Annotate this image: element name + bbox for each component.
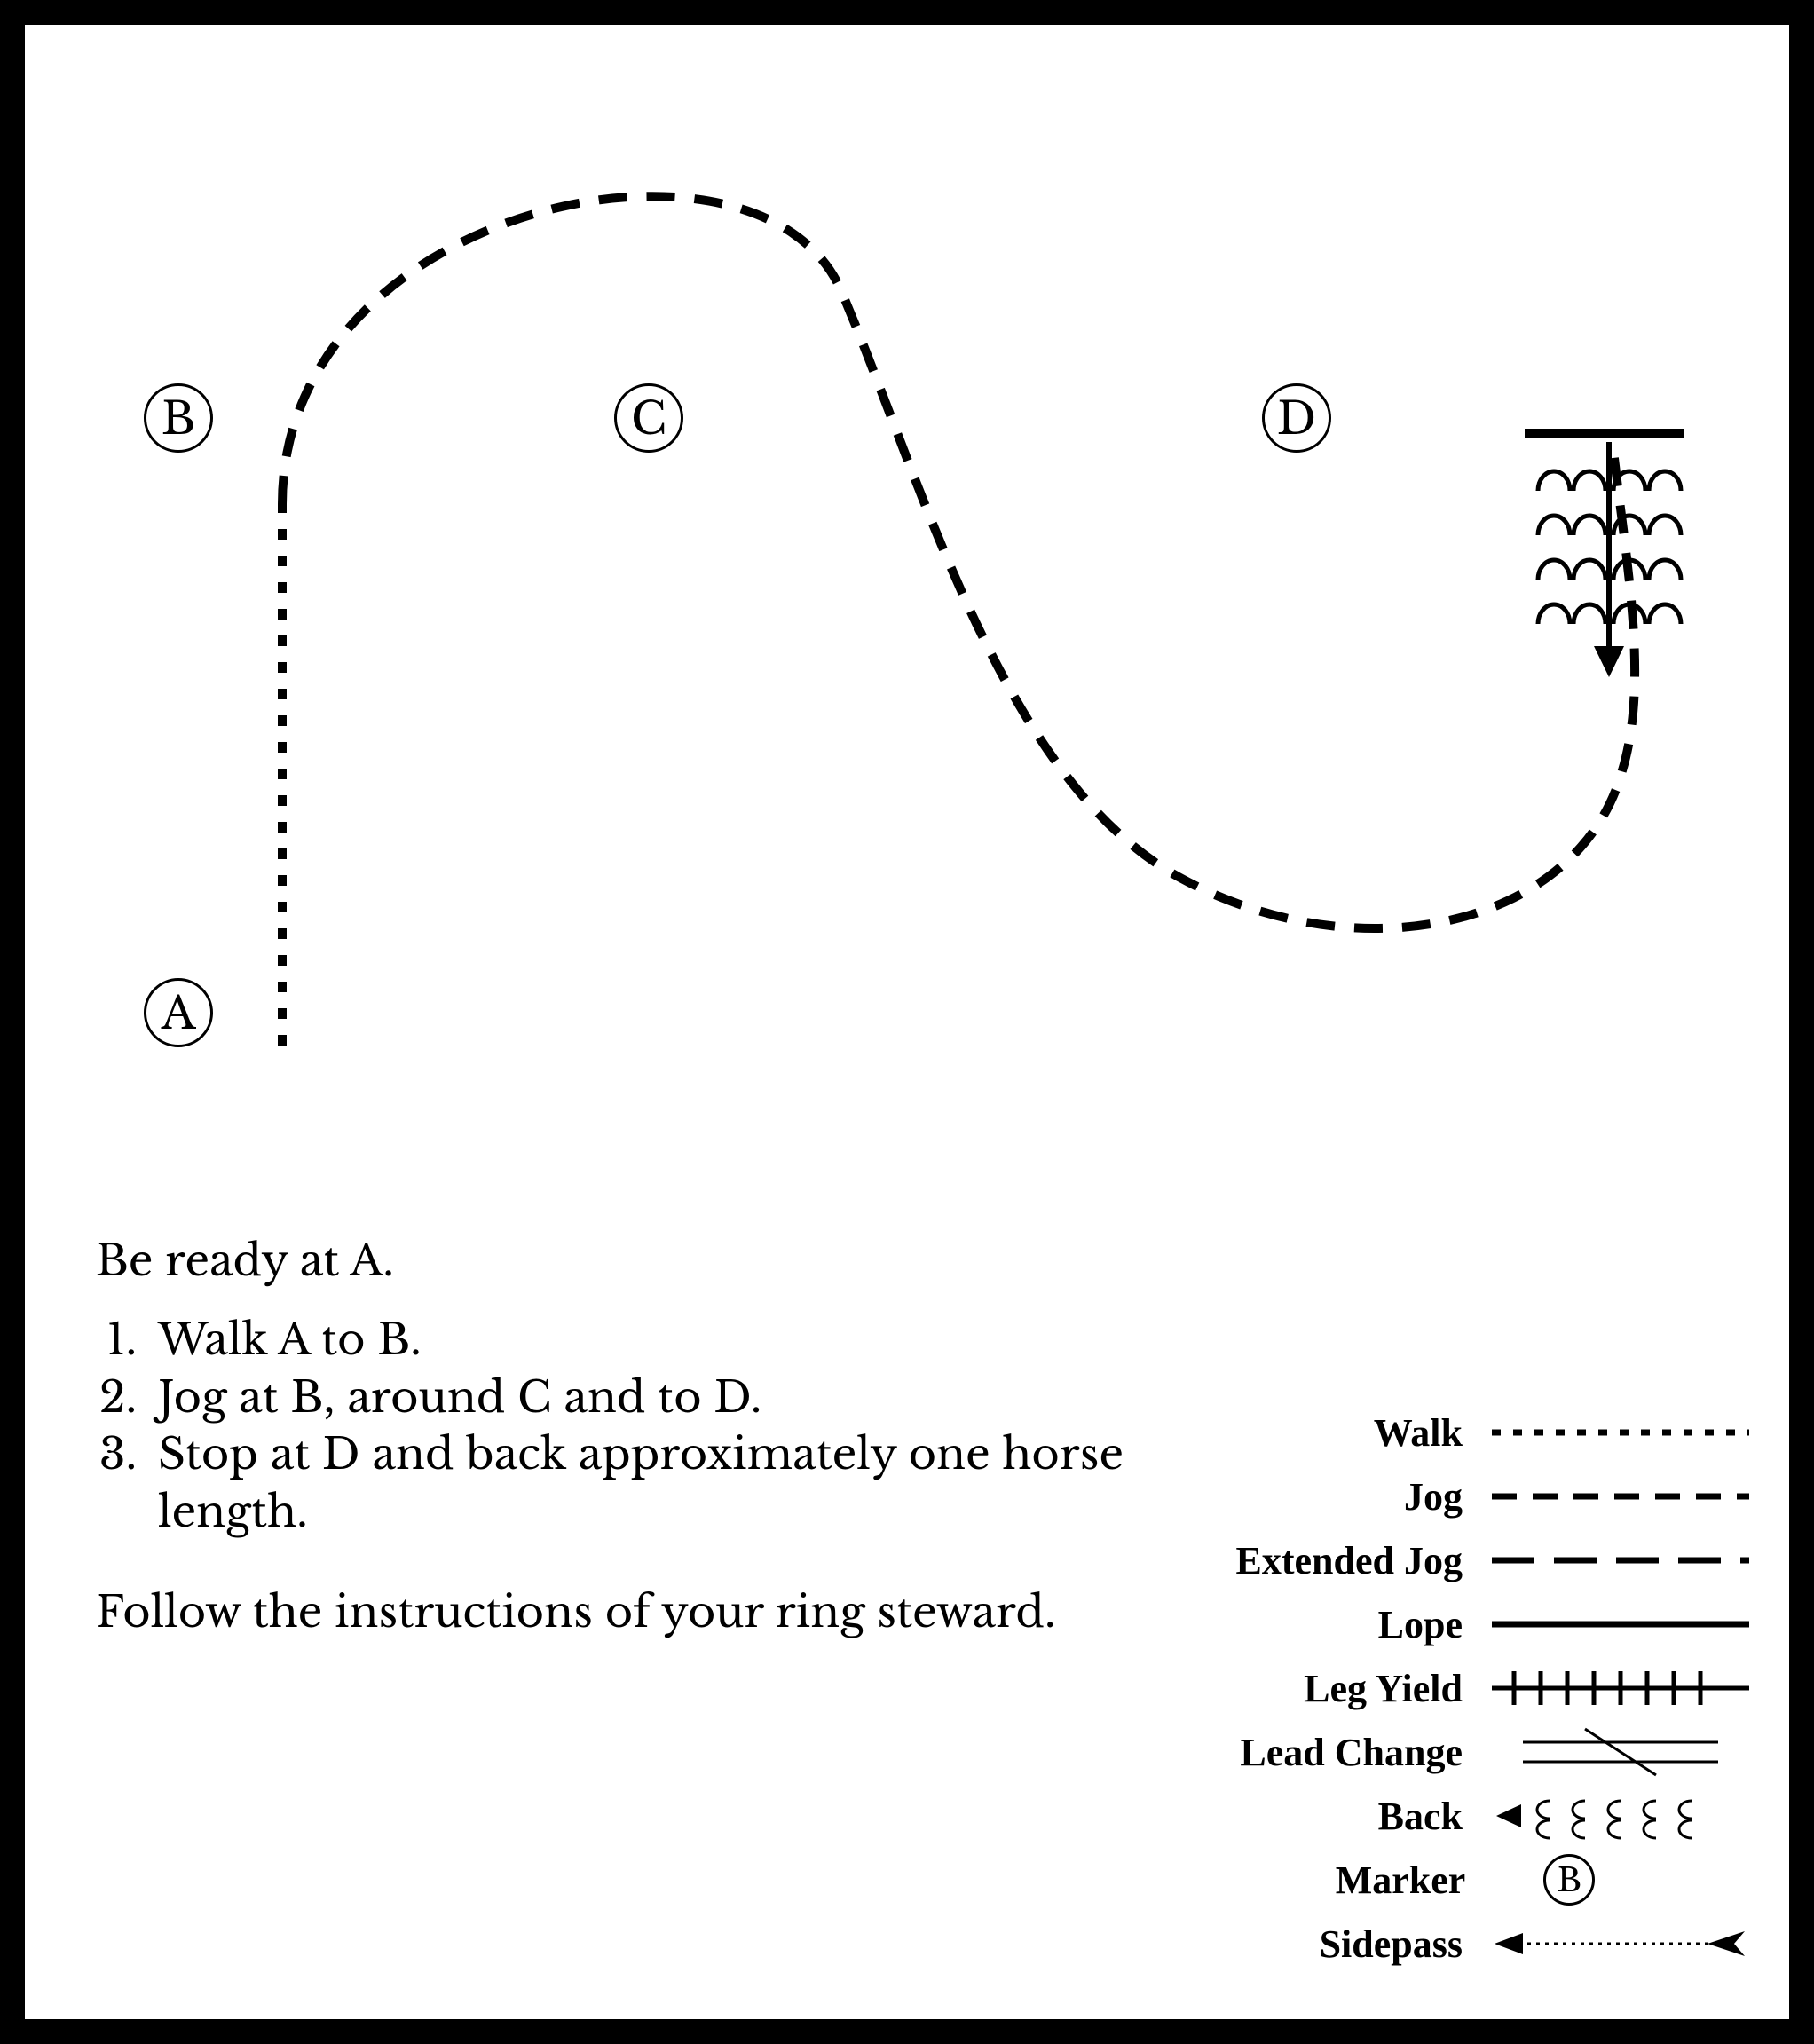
legend: Walk Jog Extended Jog Lope Leg Yield [1097, 1401, 1754, 1976]
legend-row-sidepass: Sidepass [1097, 1912, 1754, 1976]
legend-symbol-leg-yield [1487, 1662, 1754, 1714]
legend-symbol-lope [1487, 1598, 1754, 1650]
legend-row-marker: Marker B [1097, 1848, 1754, 1912]
step-1: Walk A to B. [149, 1311, 1161, 1369]
legend-row-back: Back [1097, 1784, 1754, 1848]
legend-symbol-sidepass [1487, 1918, 1754, 1969]
legend-symbol-ext-jog [1487, 1535, 1754, 1586]
marker-legend-circle: B [1543, 1854, 1595, 1906]
page: A B C D Be ready at A. Walk A to B. Jog … [0, 0, 1814, 2044]
marker-legend-letter: B [1558, 1860, 1582, 1900]
legend-row-lope: Lope [1097, 1592, 1754, 1656]
legend-label-sidepass: Sidepass [1097, 1922, 1487, 1967]
legend-symbol-lead-change [1487, 1726, 1754, 1778]
legend-row-walk: Walk [1097, 1401, 1754, 1464]
marker-A-label: A [162, 985, 196, 1041]
legend-label-back: Back [1097, 1794, 1487, 1839]
pattern-diagram: A B C D [25, 25, 1789, 1196]
legend-label-leg-yield: Leg Yield [1097, 1666, 1487, 1711]
step-2: Jog at B, around C and to D. [149, 1369, 1161, 1426]
legend-symbol-marker: B [1490, 1854, 1754, 1906]
marker-B: B [144, 383, 213, 453]
marker-C: C [614, 383, 683, 453]
pattern-svg [25, 25, 1789, 1196]
legend-row-leg-yield: Leg Yield [1097, 1656, 1754, 1720]
legend-label-lope: Lope [1097, 1602, 1487, 1647]
step-3: Stop at D and back approximately one hor… [149, 1425, 1161, 1541]
path-jog [282, 196, 1635, 928]
marker-D-label: D [1277, 391, 1316, 446]
legend-symbol-back [1487, 1790, 1754, 1842]
legend-symbol-jog [1487, 1471, 1754, 1522]
marker-A: A [144, 978, 213, 1047]
intro-text: Be ready at A. [96, 1232, 1161, 1290]
legend-row-ext-jog: Extended Jog [1097, 1528, 1754, 1592]
legend-label-jog: Jog [1097, 1474, 1487, 1519]
legend-label-lead-change: Lead Change [1097, 1730, 1487, 1775]
legend-label-walk: Walk [1097, 1410, 1487, 1456]
instructions: Be ready at A. Walk A to B. Jog at B, ar… [96, 1232, 1161, 1662]
footer-text: Follow the instructions of your ring ste… [96, 1583, 1161, 1641]
steps-list: Walk A to B. Jog at B, around C and to D… [96, 1311, 1161, 1541]
marker-D: D [1262, 383, 1331, 453]
marker-C-label: C [631, 391, 666, 446]
legend-row-jog: Jog [1097, 1464, 1754, 1528]
marker-B-label: B [162, 391, 195, 446]
legend-row-lead-change: Lead Change [1097, 1720, 1754, 1784]
back-symbol [1525, 433, 1684, 677]
legend-symbol-walk [1487, 1407, 1754, 1458]
legend-label-ext-jog: Extended Jog [1097, 1538, 1487, 1583]
legend-label-marker: Marker [1097, 1858, 1490, 1903]
